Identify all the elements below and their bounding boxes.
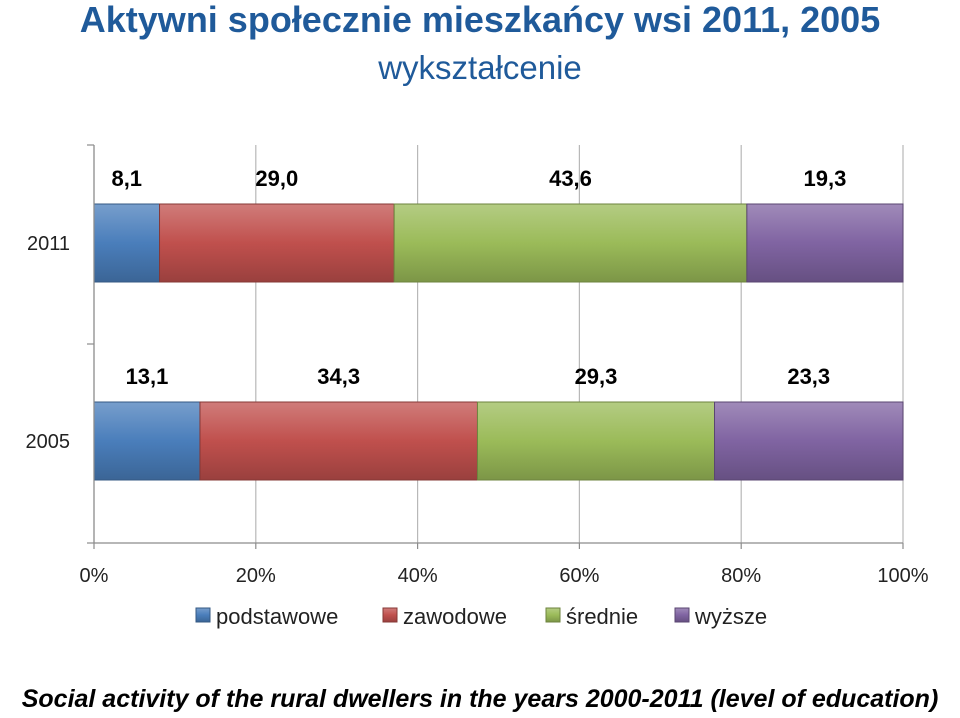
legend-swatch xyxy=(195,607,211,623)
bar-segment xyxy=(714,401,904,481)
x-tick-label: 40% xyxy=(398,565,438,587)
x-tick-label: 80% xyxy=(721,565,761,587)
data-label: 13,1 xyxy=(126,364,169,389)
axes: 2011 2005 0% 20% 40% 60% 80% 100% xyxy=(26,144,929,587)
legend-label: średnie xyxy=(566,604,638,629)
data-label: 23,3 xyxy=(787,364,830,389)
legend-label: zawodowe xyxy=(403,604,507,629)
data-label: 29,0 xyxy=(255,166,298,191)
bar-segment xyxy=(199,401,478,481)
category-label: 2011 xyxy=(27,233,70,255)
x-tick-label: 20% xyxy=(236,565,276,587)
data-label: 8,1 xyxy=(111,166,142,191)
bar-segment xyxy=(93,401,201,481)
legend-label: podstawowe xyxy=(216,604,338,629)
stacked-bar-chart: 8,1 29,0 43,6 19,3 13,1 34,3 29,3 23,3 2011 2005… xyxy=(26,144,929,629)
data-label: 34,3 xyxy=(317,364,360,389)
legend-swatch xyxy=(545,607,561,623)
x-tick-label: 0% xyxy=(80,565,109,587)
x-tick-label: 100% xyxy=(877,565,928,587)
bar-segment xyxy=(746,203,904,283)
data-label: 43,6 xyxy=(549,166,592,191)
legend: podstawowe zawodowe średnie wyższe xyxy=(195,604,767,629)
legend-swatch xyxy=(674,607,690,623)
chart-subtitle: wykształcenie xyxy=(378,49,582,86)
chart-title: Aktywni społecznie mieszkańcy wsi 2011, … xyxy=(79,0,881,40)
bar-segment xyxy=(393,203,748,283)
bar-segment xyxy=(476,401,716,481)
figure-caption: Social activity of the rural dwellers in… xyxy=(21,685,939,713)
bar-segment xyxy=(159,203,395,283)
x-tick-label: 60% xyxy=(559,565,599,587)
legend-label: wyższe xyxy=(694,604,767,629)
data-label: 29,3 xyxy=(575,364,618,389)
bars: 8,1 29,0 43,6 19,3 13,1 34,3 29,3 23,3 xyxy=(93,166,904,481)
bar-segment xyxy=(93,203,161,283)
category-label: 2005 xyxy=(26,431,71,453)
data-label: 19,3 xyxy=(804,166,847,191)
legend-swatch xyxy=(382,607,398,623)
